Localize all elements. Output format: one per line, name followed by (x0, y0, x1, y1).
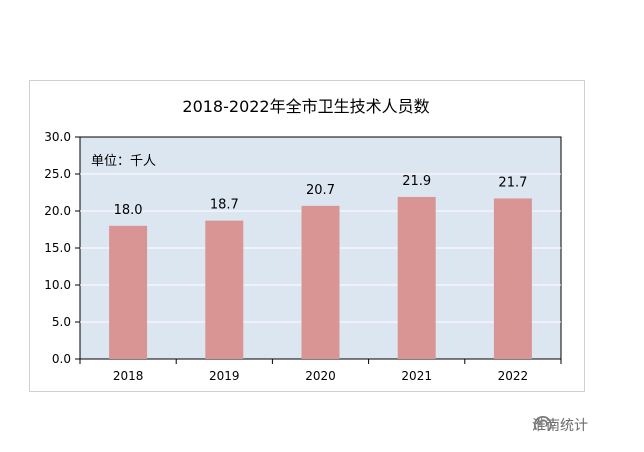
y-tick-label: 15.0 (44, 241, 71, 255)
x-tick-label: 2020 (305, 369, 336, 383)
y-tick-label: 25.0 (44, 167, 71, 181)
y-tick-label: 5.0 (52, 315, 71, 329)
x-tick-label: 2019 (209, 369, 240, 383)
bar-2022 (493, 198, 532, 359)
data-label: 18.0 (114, 203, 143, 218)
bar-2019 (205, 220, 244, 359)
x-tick-label: 2018 (113, 369, 144, 383)
y-axis-ticks: 0.0 5.0 10.0 15.0 20.0 25.0 30.0 (44, 130, 80, 366)
data-label: 21.9 (402, 174, 431, 189)
x-tick-label: 2021 (401, 369, 432, 383)
chart-title: 2018-2022年全市卫生技术人员数 (182, 97, 429, 116)
bar-2018 (109, 225, 148, 359)
bar-2021 (397, 196, 436, 359)
bar-2020 (301, 205, 340, 359)
watermark: 淮南统计 (532, 413, 588, 437)
y-tick-label: 30.0 (44, 130, 71, 144)
data-labels: 18.0 18.7 20.7 21.9 21.7 (114, 174, 528, 218)
wechat-official-account-icon (533, 415, 552, 431)
data-label: 20.7 (306, 183, 335, 198)
x-tick-label: 2022 (498, 369, 529, 383)
y-tick-label: 0.0 (52, 352, 71, 366)
y-tick-label: 10.0 (44, 278, 71, 292)
data-label: 18.7 (210, 198, 239, 213)
y-tick-label: 20.0 (44, 204, 71, 218)
unit-label: 单位：千人 (91, 154, 156, 169)
bars (109, 196, 532, 359)
data-label: 21.7 (498, 175, 527, 190)
x-axis-ticks: 2018 2019 2020 2021 2022 (79, 359, 562, 383)
